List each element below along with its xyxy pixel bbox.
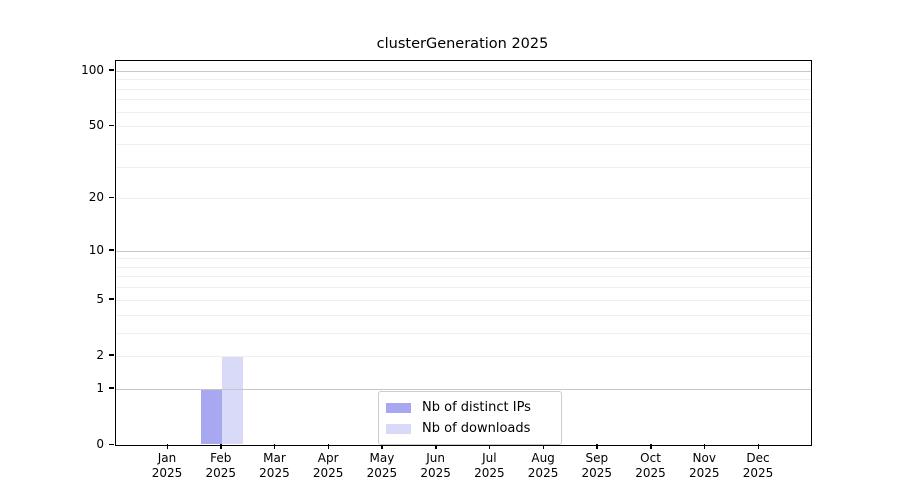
legend-label: Nb of distinct IPs	[422, 400, 531, 415]
legend-item: Nb of distinct IPs	[386, 397, 553, 418]
minor-gridline	[116, 198, 811, 200]
x-tick-mark	[273, 444, 276, 449]
minor-gridline	[116, 258, 811, 260]
minor-gridline	[116, 314, 811, 316]
x-tick-month: Oct	[640, 451, 661, 465]
x-tick-mark	[650, 444, 652, 449]
x-tick-year: 2025	[420, 466, 451, 480]
x-tick-year: 2025	[151, 466, 183, 480]
minor-gridline	[116, 299, 811, 301]
chart-title: clusterGeneration 2025	[376, 36, 549, 52]
x-tick-label: Apr 2025	[300, 451, 356, 481]
minor-gridline	[116, 355, 811, 357]
y-tick-mark	[109, 387, 114, 389]
legend-item: Nb of downloads	[386, 418, 553, 439]
x-tick-mark	[596, 444, 598, 449]
x-tick-label: Dec 2025	[730, 451, 786, 481]
legend-swatch	[386, 402, 411, 413]
y-tick-label: 100	[81, 62, 104, 77]
plot-area	[115, 60, 812, 446]
x-tick-year: 2025	[312, 466, 344, 480]
x-tick-mark	[381, 444, 383, 449]
y-tick-label: 0	[96, 437, 104, 451]
x-tick-label: Jul 2025	[461, 451, 517, 481]
x-tick-month: May	[369, 451, 395, 465]
y-tick-label: 10	[88, 242, 104, 257]
x-tick-month: Nov	[692, 451, 716, 465]
minor-gridline	[116, 88, 811, 90]
minor-gridline	[116, 287, 811, 289]
x-tick-month: Jan	[157, 451, 177, 465]
y-tick-mark	[109, 443, 114, 445]
x-tick-year: 2025	[742, 466, 774, 480]
x-tick-label: Aug 2025	[515, 451, 571, 481]
x-tick-month: Dec	[746, 451, 770, 465]
x-tick-month: Jul	[482, 451, 497, 465]
x-tick-mark	[703, 444, 706, 449]
minor-gridline	[116, 79, 811, 81]
x-tick-year: 2025	[581, 466, 613, 480]
x-tick-year: 2025	[205, 466, 236, 480]
x-tick-year: 2025	[366, 466, 398, 480]
grid-layer	[116, 61, 811, 445]
x-tick-year: 2025	[259, 466, 290, 480]
x-tick-label: Jun 2025	[408, 451, 464, 481]
x-tick-month: Apr	[317, 451, 339, 465]
y-tick-label: 50	[88, 118, 104, 133]
x-tick-label: Feb 2025	[193, 451, 249, 481]
x-tick-mark	[488, 444, 491, 449]
minor-gridline	[116, 143, 811, 145]
major-gridline	[116, 70, 811, 72]
minor-gridline	[116, 99, 811, 101]
x-tick-mark	[435, 444, 437, 449]
minor-gridline	[116, 266, 811, 268]
y-tick-label: 1	[96, 380, 104, 395]
x-tick-month: Mar	[263, 451, 286, 465]
x-tick-month: Jun	[426, 451, 445, 465]
x-tick-year: 2025	[527, 466, 559, 480]
y-tick-label: 5	[96, 291, 104, 306]
legend-label: Nb of downloads	[422, 421, 531, 436]
y-tick-label: 2	[96, 347, 104, 362]
minor-gridline	[116, 276, 811, 278]
bars-layer	[116, 61, 811, 445]
x-tick-month: Feb	[210, 451, 232, 465]
bar-feb-series1	[221, 355, 243, 444]
legend-swatch	[386, 423, 411, 434]
minor-gridline	[116, 126, 811, 128]
major-gridline	[116, 250, 811, 252]
y-tick-mark	[109, 354, 114, 356]
y-tick-mark	[109, 124, 114, 127]
x-tick-mark	[542, 444, 545, 449]
major-gridline	[116, 388, 811, 390]
minor-gridline	[116, 111, 811, 113]
x-tick-label: Nov 2025	[676, 451, 732, 481]
x-tick-year: 2025	[474, 466, 505, 480]
y-tick-mark	[109, 249, 114, 251]
x-tick-year: 2025	[688, 466, 720, 480]
legend: Nb of distinct IPs Nb of downloads	[378, 391, 562, 445]
bar-feb-series0	[200, 388, 222, 444]
x-tick-mark	[327, 444, 330, 449]
x-tick-mark	[757, 444, 759, 449]
x-tick-label: Oct 2025	[623, 451, 679, 481]
x-tick-label: Sep 2025	[569, 451, 625, 481]
x-tick-year: 2025	[635, 466, 666, 480]
y-tick-mark	[109, 69, 114, 71]
x-tick-month: Aug	[531, 451, 555, 465]
y-tick-label: 20	[88, 190, 104, 205]
y-tick-mark	[109, 196, 114, 199]
x-tick-mark	[220, 444, 222, 449]
x-tick-mark	[166, 444, 168, 449]
minor-gridline	[116, 332, 811, 334]
minor-gridline	[116, 166, 811, 168]
x-tick-label: Mar 2025	[246, 451, 302, 481]
y-tick-mark	[109, 298, 114, 300]
x-tick-label: Jan 2025	[139, 451, 195, 481]
x-tick-label: May 2025	[354, 451, 410, 481]
x-tick-month: Sep	[585, 451, 609, 465]
